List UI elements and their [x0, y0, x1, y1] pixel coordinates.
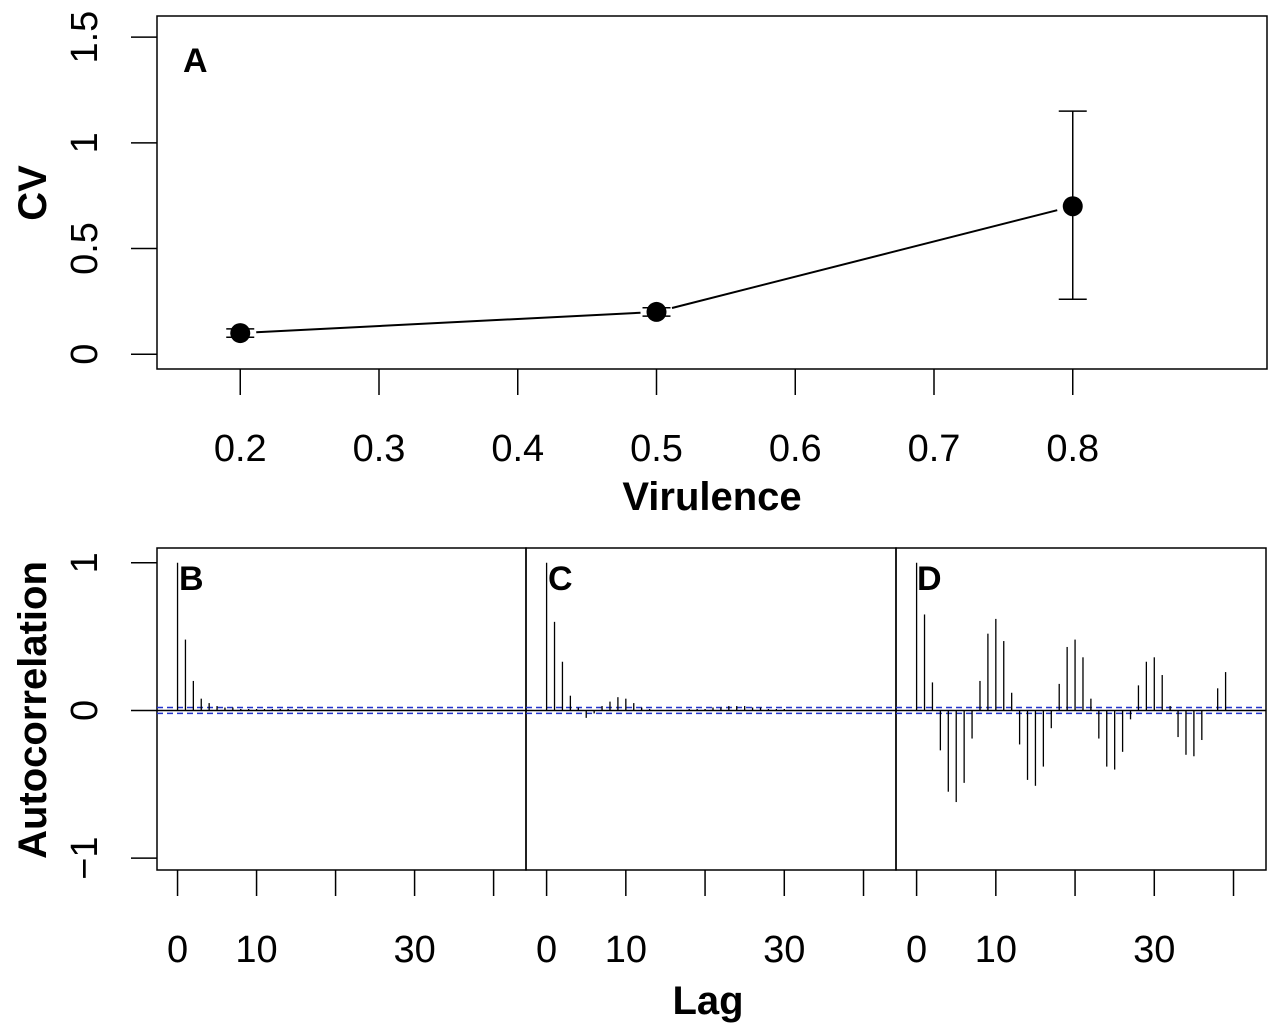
- panel-c-x-tick-label: 30: [763, 929, 805, 971]
- panel-d-x-tick-label: 10: [975, 929, 1017, 971]
- panel-c-x-tick-label: 0: [536, 929, 557, 971]
- panel-a-data-point: [1062, 196, 1083, 217]
- panel-a-y-axis-title: CV: [11, 165, 55, 221]
- acf-y-tick-label: 1: [64, 552, 106, 573]
- panel-a-x-axis-title: Virulence: [622, 475, 801, 519]
- panel-a-x-tick-label: 0.4: [491, 428, 544, 470]
- autocorrelation-panels: 0 10 30 0 10 30 0 10 30 −1 0 1 B C D Lag Autocorre…: [11, 547, 1267, 1023]
- acf-y-tick-label: 0: [64, 700, 106, 721]
- panel-a-series-line: [671, 209, 1058, 309]
- autocorrelation-y-axis: −1 0 1: [64, 552, 157, 880]
- panel-a-x-axis: 0.2 0.3 0.4 0.5 0.6 0.7 0.8: [214, 369, 1099, 470]
- panel-d-x-tick-label: 30: [1133, 929, 1175, 971]
- panel-a-y-axis: 0 0.5 1 1.5: [64, 11, 157, 365]
- panel-b-letter: B: [179, 560, 204, 598]
- panel-d-letter: D: [917, 560, 942, 598]
- autocorrelation-plot-area: [157, 562, 1266, 803]
- autocorrelation-y-axis-title: Autocorrelation: [11, 561, 55, 859]
- panel-c-frame: [525, 547, 897, 871]
- panel-b-x-tick-label: 0: [167, 929, 188, 971]
- panel-a-plot-area: [226, 110, 1087, 344]
- panel-a-x-tick-label: 0.3: [353, 428, 406, 470]
- panel-a-letter: A: [183, 42, 208, 80]
- panel-c-x-tick-label: 10: [605, 929, 647, 971]
- panel-a-x-tick-label: 0.6: [769, 428, 822, 470]
- panel-a-x-tick-label: 0.2: [214, 428, 267, 470]
- panel-a-x-tick-label: 0.7: [908, 428, 961, 470]
- panel-a-y-tick-label: 1.5: [64, 11, 106, 64]
- panel-d-frame: [895, 547, 1267, 871]
- panel-a-x-tick-label: 0.8: [1046, 428, 1099, 470]
- panel-b-frame: [156, 547, 527, 871]
- panel-a-cv-vs-virulence: 0.2 0.3 0.4 0.5 0.6 0.7 0.8 0 0.5 1 1.5 A Virulen…: [11, 11, 1268, 519]
- acf-y-tick-label: −1: [64, 837, 106, 880]
- panel-a-series-line: [256, 311, 641, 334]
- panel-c-letter: C: [548, 560, 573, 598]
- lag-x-axis: 0 10 30 0 10 30 0 10 30: [167, 870, 1235, 971]
- panel-a-data-point: [230, 323, 251, 344]
- panel-a-y-tick-label: 1: [64, 132, 106, 153]
- panel-b-x-tick-label: 10: [235, 929, 277, 971]
- panel-a-data-point: [646, 301, 667, 322]
- panel-a-y-tick-label: 0: [64, 344, 106, 365]
- panel-b-x-tick-label: 30: [393, 929, 435, 971]
- lag-x-axis-title: Lag: [672, 979, 743, 1023]
- panel-a-frame: [156, 15, 1268, 370]
- panel-d-x-tick-label: 0: [906, 929, 927, 971]
- panel-a-y-tick-label: 0.5: [64, 222, 106, 275]
- panel-a-x-tick-label: 0.5: [630, 428, 683, 470]
